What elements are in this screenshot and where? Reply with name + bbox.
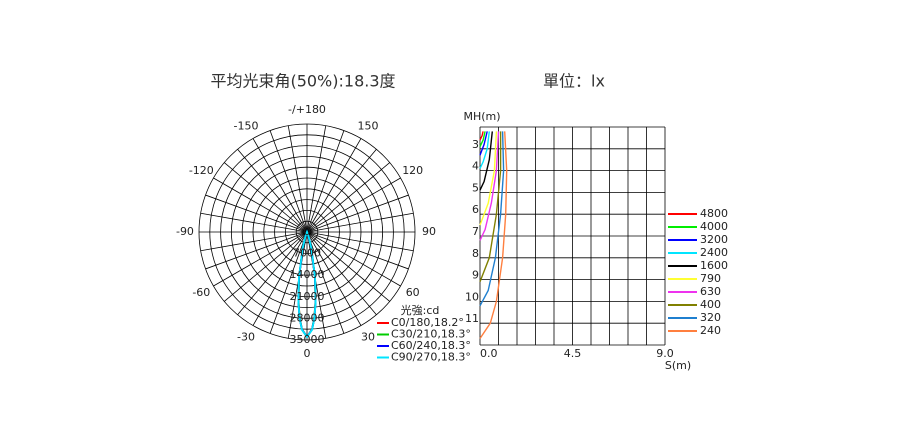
legend-label: C0/180,18.2° bbox=[391, 316, 464, 329]
legend-label: 240 bbox=[700, 324, 721, 337]
y-tick-label: 10 bbox=[465, 290, 479, 303]
legend-label: 400 bbox=[700, 298, 721, 311]
angle-tick-label: 150 bbox=[358, 119, 379, 132]
y-tick-label: 11 bbox=[465, 312, 479, 325]
angle-tick-label: 90 bbox=[422, 225, 436, 238]
isolux-curve bbox=[479, 131, 484, 141]
legend-label: 630 bbox=[700, 285, 721, 298]
legend-label: 3200 bbox=[700, 233, 728, 246]
angle-tick-label: 120 bbox=[402, 164, 423, 177]
x-axis-label: S(m) bbox=[665, 359, 691, 372]
radial-grid-circle bbox=[284, 209, 329, 254]
legend-label: 4000 bbox=[700, 220, 728, 233]
radial-grid-circle bbox=[241, 166, 373, 298]
radial-tick-label: 21000 bbox=[290, 290, 325, 303]
isolux-curve bbox=[479, 131, 493, 191]
radial-tick-label: 0 bbox=[304, 225, 311, 238]
x-tick-label: 9.0 bbox=[656, 347, 674, 360]
angle-tick-label: 30 bbox=[361, 331, 375, 344]
legend-label: 2400 bbox=[700, 246, 728, 259]
unit-label: 光強:cd bbox=[401, 303, 440, 317]
isolux-curve bbox=[479, 131, 500, 241]
legend-label: 4800 bbox=[700, 207, 728, 220]
angle-tick-label: -30 bbox=[237, 331, 255, 344]
angle-tick-label: -60 bbox=[192, 286, 210, 299]
angle-tick-label: -120 bbox=[189, 164, 214, 177]
isolux-curve bbox=[479, 131, 508, 339]
angle-tick-label: 0 bbox=[304, 347, 311, 360]
y-tick-label: 8 bbox=[472, 247, 479, 260]
y-tick-label: 6 bbox=[472, 203, 479, 216]
y-tick-label: 3 bbox=[472, 138, 479, 151]
radial-grid-circle bbox=[209, 134, 405, 330]
y-tick-label: 7 bbox=[472, 225, 479, 238]
isolux-curve bbox=[479, 131, 502, 283]
radial-grid-circle bbox=[198, 123, 416, 341]
x-tick-label: 4.5 bbox=[564, 347, 582, 360]
x-tick-label: 0.0 bbox=[480, 347, 498, 360]
radial-grid-circle bbox=[220, 145, 394, 319]
radial-tick-label: 35000 bbox=[290, 333, 325, 346]
angle-tick-label: 60 bbox=[406, 286, 420, 299]
polar-title: 平均光束角(50%):18.3度 bbox=[210, 72, 395, 91]
angle-tick-label: -150 bbox=[233, 119, 258, 132]
radial-tick-label: 7000 bbox=[293, 247, 321, 260]
isolux-curve bbox=[479, 131, 488, 156]
isolux-curve bbox=[479, 131, 505, 307]
radial-grid-circle bbox=[252, 177, 362, 287]
y-tick-label: 4 bbox=[472, 160, 479, 173]
legend-label: C60/240,18.3° bbox=[391, 339, 471, 352]
isolux-title: 單位：lx bbox=[543, 72, 605, 91]
radial-grid-circle bbox=[295, 220, 319, 244]
legend-label: 320 bbox=[700, 311, 721, 324]
intensity-curve bbox=[297, 229, 317, 339]
radial-grid-circle bbox=[230, 155, 383, 308]
legend-label: 1600 bbox=[700, 259, 728, 272]
y-axis-label: MH(m) bbox=[463, 110, 500, 123]
angle-tick-label: -90 bbox=[176, 225, 194, 238]
radial-tick-label: 28000 bbox=[290, 311, 325, 324]
legend-label: C30/210,18.3° bbox=[391, 328, 471, 341]
y-tick-label: 9 bbox=[472, 269, 479, 282]
legend-label: 790 bbox=[700, 272, 721, 285]
isolux-curve bbox=[479, 131, 490, 169]
radial-tick-label: 14000 bbox=[290, 268, 325, 281]
radial-grid-circle bbox=[274, 199, 340, 265]
isolux-curve bbox=[479, 131, 486, 147]
radial-grid-circle bbox=[263, 188, 351, 276]
angle-tick-label: -/+180 bbox=[288, 103, 326, 116]
y-tick-label: 5 bbox=[472, 181, 479, 194]
legend-label: C90/270,18.3° bbox=[391, 351, 471, 364]
isolux-curve bbox=[479, 131, 498, 226]
